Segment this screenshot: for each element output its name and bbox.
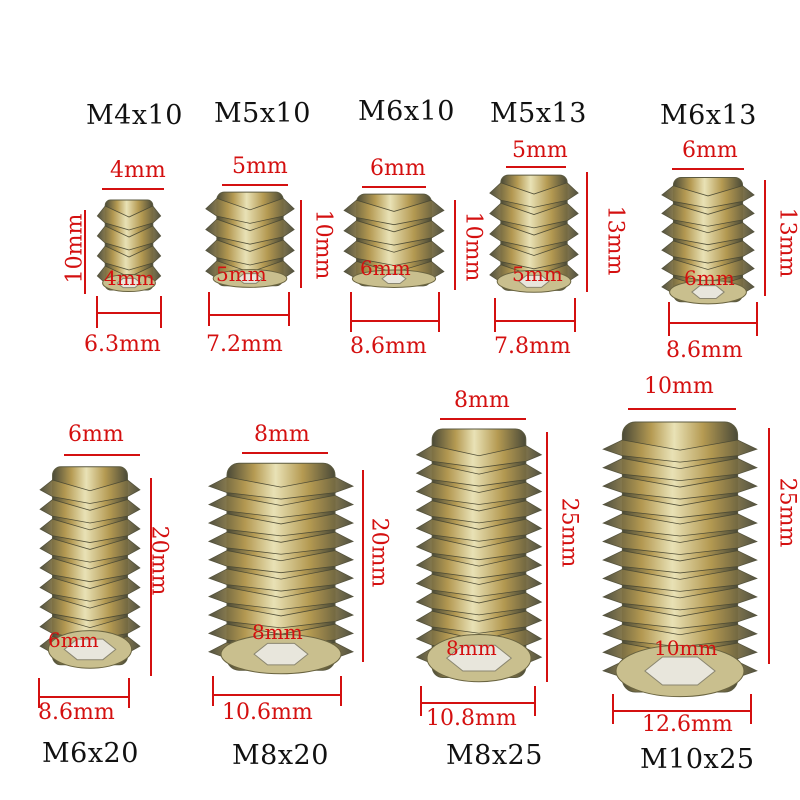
height-dimension-label: 25mm — [556, 497, 582, 568]
height-dimension-line — [454, 200, 456, 290]
top-dimension-label: 6mm — [370, 156, 426, 181]
inner-dimension-label: 4mm — [104, 266, 155, 290]
height-dimension-label: 10mm — [460, 211, 486, 282]
top-dimension-line — [64, 454, 140, 456]
height-dimension-line — [300, 200, 302, 288]
outer-tick-right — [128, 678, 130, 708]
outer-tick-left — [668, 302, 670, 336]
insert-m5x10 — [205, 191, 295, 288]
outer-tick-right — [160, 296, 162, 328]
height-dimension-label: 25mm — [774, 477, 800, 548]
outer-dimension-line — [668, 322, 758, 324]
outer-tick-right — [574, 298, 576, 332]
inner-dimension-label: 8mm — [252, 620, 303, 644]
inner-dimension-label: 6mm — [48, 628, 99, 652]
height-dimension-line — [84, 210, 86, 294]
insert-m6x20 — [39, 466, 141, 669]
top-dimension-label: 5mm — [512, 138, 568, 163]
outer-tick-left — [96, 296, 98, 328]
outer-dimension-label: 8.6mm — [350, 334, 427, 359]
height-dimension-line — [768, 428, 770, 664]
size-label-m6x13: M6x13 — [660, 100, 757, 131]
size-label-m6x20: M6x20 — [42, 738, 139, 769]
top-dimension-line — [672, 168, 744, 170]
size-label-m8x20: M8x20 — [232, 740, 329, 771]
top-dimension-line — [506, 166, 566, 168]
inner-dimension-label: 10mm — [654, 636, 718, 660]
outer-tick-left — [212, 676, 214, 706]
outer-tick-right — [340, 676, 342, 706]
top-dimension-line — [362, 186, 426, 188]
height-dimension-line — [362, 470, 364, 662]
height-dimension-label: 20mm — [366, 517, 392, 588]
top-dimension-label: 8mm — [454, 388, 510, 413]
outer-dimension-label: 7.8mm — [494, 334, 571, 359]
outer-dimension-label: 10.8mm — [426, 706, 517, 731]
outer-dimension-line — [494, 320, 576, 322]
height-dimension-line — [546, 432, 548, 682]
insert-m6x13 — [661, 177, 755, 305]
top-dimension-label: 6mm — [682, 138, 738, 163]
outer-dimension-line — [96, 312, 162, 314]
size-label-m6x10: M6x10 — [358, 96, 455, 127]
outer-dimension-label: 12.6mm — [642, 712, 733, 737]
outer-dimension-label: 7.2mm — [206, 332, 283, 357]
height-dimension-line — [586, 172, 588, 292]
size-label-m5x10: M5x10 — [214, 98, 311, 129]
height-dimension-line — [764, 180, 766, 296]
outer-tick-right — [756, 302, 758, 336]
top-dimension-label: 8mm — [254, 422, 310, 447]
outer-tick-left — [494, 298, 496, 332]
top-dimension-line — [628, 408, 736, 410]
outer-dimension-line — [38, 696, 130, 698]
height-dimension-label: 10mm — [310, 209, 336, 280]
top-dimension-line — [102, 188, 164, 190]
insert-m6x10 — [343, 193, 445, 288]
outer-tick-right — [438, 292, 440, 332]
insert-m8x25 — [415, 428, 543, 683]
outer-dimension-line — [612, 710, 752, 712]
outer-dimension-label: 8.6mm — [38, 700, 115, 725]
inner-dimension-label: 5mm — [512, 262, 563, 286]
inner-dimension-label: 8mm — [446, 636, 497, 660]
outer-dimension-label: 8.6mm — [666, 338, 743, 363]
size-label-m4x10: M4x10 — [86, 100, 183, 131]
outer-dimension-line — [350, 320, 440, 322]
size-label-m10x25: M10x25 — [640, 744, 755, 775]
outer-dimension-label: 10.6mm — [222, 700, 313, 725]
top-dimension-label: 6mm — [68, 422, 124, 447]
height-dimension-label: 13mm — [774, 207, 800, 278]
insert-m10x25 — [602, 421, 758, 698]
outer-dimension-line — [420, 702, 536, 704]
insert-m5x13 — [489, 174, 579, 293]
outer-tick-left — [350, 292, 352, 332]
outer-tick-left — [38, 678, 40, 708]
outer-dimension-label: 6.3mm — [84, 332, 161, 357]
outer-tick-left — [208, 292, 210, 326]
inner-dimension-label: 6mm — [684, 266, 735, 290]
outer-tick-right — [288, 292, 290, 326]
inner-dimension-label: 5mm — [216, 262, 267, 286]
top-dimension-line — [440, 418, 526, 420]
size-label-m5x13: M5x13 — [490, 98, 587, 129]
outer-tick-right — [534, 686, 536, 716]
insert-m8x20 — [207, 462, 355, 675]
height-dimension-label: 13mm — [602, 205, 628, 276]
top-dimension-line — [242, 452, 328, 454]
size-label-m8x25: M8x25 — [446, 740, 543, 771]
top-dimension-line — [222, 184, 288, 186]
height-dimension-line — [150, 478, 152, 676]
insert-m4x10 — [96, 199, 162, 293]
top-dimension-label: 10mm — [644, 374, 714, 399]
outer-dimension-line — [212, 694, 342, 696]
outer-tick-right — [750, 694, 752, 724]
outer-tick-left — [420, 686, 422, 716]
outer-tick-left — [612, 694, 614, 724]
inner-dimension-label: 6mm — [360, 256, 411, 280]
outer-dimension-line — [208, 314, 290, 316]
top-dimension-label: 5mm — [232, 154, 288, 179]
top-dimension-label: 4mm — [110, 158, 166, 183]
